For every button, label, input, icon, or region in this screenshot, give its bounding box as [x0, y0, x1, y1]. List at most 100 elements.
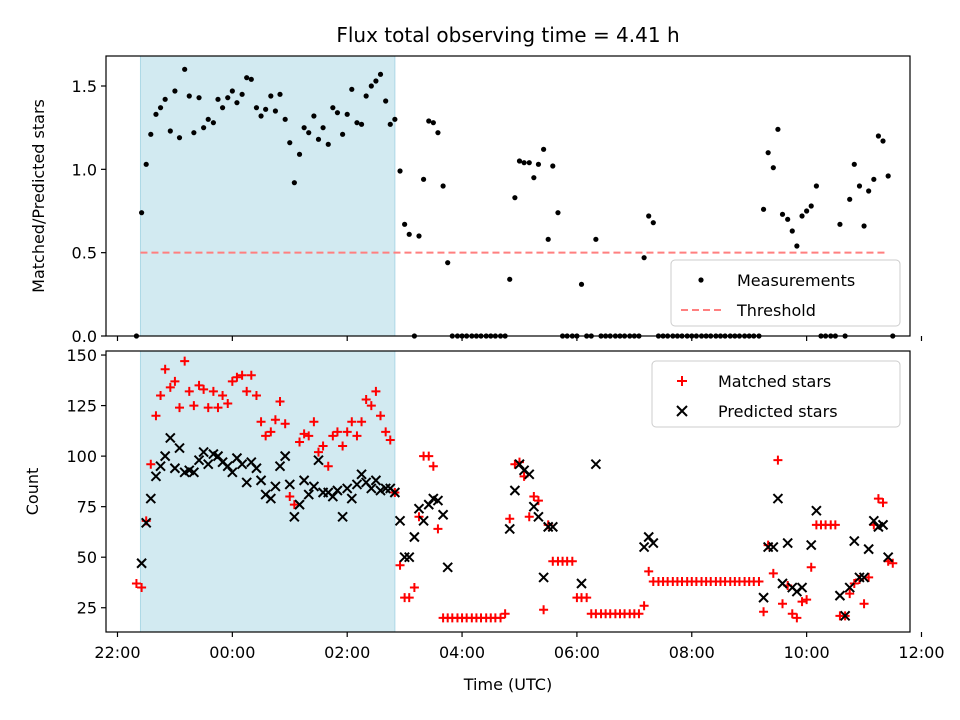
data-point: [352, 431, 362, 441]
data-point: [182, 66, 188, 72]
data-point: [146, 459, 156, 469]
data-point: [199, 384, 209, 394]
legend-label: Measurements: [737, 271, 855, 290]
data-point: [799, 213, 805, 219]
data-point: [315, 136, 322, 142]
data-point: [402, 221, 408, 227]
data-point: [341, 483, 353, 494]
data-point: [885, 173, 891, 179]
data-point: [253, 105, 260, 111]
data-point: [760, 206, 767, 212]
data-point: [847, 196, 853, 202]
data-point: [871, 176, 877, 182]
data-point: [509, 485, 521, 496]
data-point: [155, 461, 166, 472]
data-point: [193, 454, 205, 466]
data-point: [275, 397, 285, 407]
data-point: [837, 221, 843, 227]
data-point: [229, 88, 235, 94]
data-point: [289, 511, 300, 522]
data-point: [366, 401, 376, 411]
data-point: [191, 130, 197, 136]
data-point: [394, 515, 406, 527]
data-point: [888, 558, 898, 568]
data-point: [533, 496, 543, 506]
data-point: [194, 380, 204, 390]
data-point: [277, 91, 283, 97]
legend-label: Threshold: [736, 301, 816, 320]
axes-frame: [105, 350, 911, 633]
legend-marker: [676, 405, 688, 417]
data-point: [222, 461, 233, 472]
data-point: [153, 111, 159, 117]
data-point: [590, 459, 602, 470]
data-point: [648, 537, 659, 549]
data-point: [196, 95, 202, 101]
data-point: [538, 572, 549, 583]
x-tick-label: 10:00: [784, 643, 830, 662]
data-point: [426, 118, 432, 124]
data-point: [215, 96, 221, 102]
data-point: [313, 454, 324, 466]
data-point: [866, 188, 872, 194]
data-point: [304, 431, 314, 441]
data-point: [435, 130, 441, 136]
x-tick-label: 02:00: [324, 643, 370, 662]
data-point: [366, 483, 377, 494]
data-point: [143, 161, 149, 167]
data-point: [882, 551, 894, 563]
y-tick-label: 0.0: [72, 327, 97, 346]
data-point: [176, 135, 183, 141]
data-point: [550, 163, 556, 169]
data-point: [251, 463, 262, 474]
data-point: [768, 568, 778, 578]
data-point: [413, 503, 425, 514]
data-point: [445, 260, 451, 266]
data-point: [856, 183, 863, 189]
data-point: [223, 399, 233, 409]
data-point: [340, 131, 346, 137]
data-point: [868, 515, 880, 527]
data-point: [811, 505, 822, 516]
data-point: [198, 446, 209, 458]
data-point: [282, 116, 288, 122]
data-point: [418, 515, 429, 527]
data-point: [219, 105, 226, 111]
data-point: [167, 128, 173, 134]
data-point: [357, 417, 367, 427]
data-point: [533, 511, 544, 522]
legend: Measurements Threshold: [670, 259, 901, 327]
data-point: [383, 98, 389, 104]
data-point: [541, 146, 547, 152]
data-point: [524, 469, 535, 480]
x-tick-label: 04:00: [439, 643, 485, 662]
data-point: [205, 116, 211, 122]
data-point: [528, 501, 540, 512]
data-point: [433, 524, 443, 534]
data-point: [136, 558, 147, 569]
data-point: [358, 121, 365, 127]
data-point: [576, 578, 587, 589]
data-point: [334, 110, 341, 116]
data-point: [555, 210, 561, 216]
data-point: [758, 592, 769, 603]
data-point: [839, 610, 851, 622]
data-point: [188, 467, 200, 478]
data-point: [778, 599, 788, 609]
y-tick-label: 50: [77, 548, 97, 567]
data-point: [376, 411, 386, 421]
data-point: [295, 437, 305, 447]
data-point: [878, 498, 888, 508]
data-point: [759, 607, 769, 617]
data-point: [270, 415, 280, 425]
legend-label: Matched stars: [718, 372, 831, 391]
data-point: [806, 539, 817, 551]
data-point: [773, 455, 783, 465]
data-point: [170, 376, 180, 386]
y-tick-label: 100: [66, 447, 97, 466]
y-tick-label: 25: [77, 599, 97, 618]
data-point: [507, 276, 513, 282]
data-point: [261, 431, 271, 441]
data-point: [256, 417, 266, 427]
